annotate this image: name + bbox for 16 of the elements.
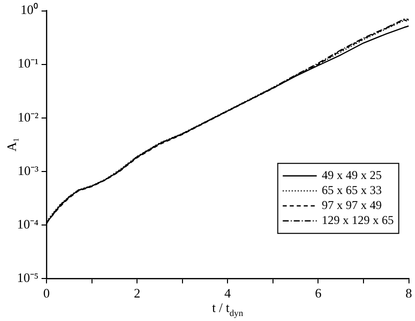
x-tick-label: 4 xyxy=(224,286,232,301)
y-tick-label: 10⁻⁴ xyxy=(16,216,39,232)
legend-label: 129 x 129 x 65 xyxy=(322,213,394,228)
y-tick-label: 10⁻² xyxy=(18,109,39,124)
legend-label: 65 x 65 x 33 xyxy=(322,183,382,198)
y-tick-label: 10⁻¹ xyxy=(18,56,39,71)
x-tick-label: 2 xyxy=(134,286,140,301)
y-tick-label: 10⁰ xyxy=(20,2,39,18)
x-tick-label: 6 xyxy=(314,286,322,301)
y-tick-label: 10⁻⁵ xyxy=(16,270,39,285)
x-tick-label: 8 xyxy=(406,286,412,301)
legend-label: 97 x 97 x 49 xyxy=(322,198,382,212)
y-tick-label: 10⁻³ xyxy=(18,162,39,178)
y-axis-title: A₁ xyxy=(4,138,19,152)
legend-label: 49 x 49 x 25 xyxy=(322,168,382,182)
x-tick-label: 0 xyxy=(43,286,50,301)
